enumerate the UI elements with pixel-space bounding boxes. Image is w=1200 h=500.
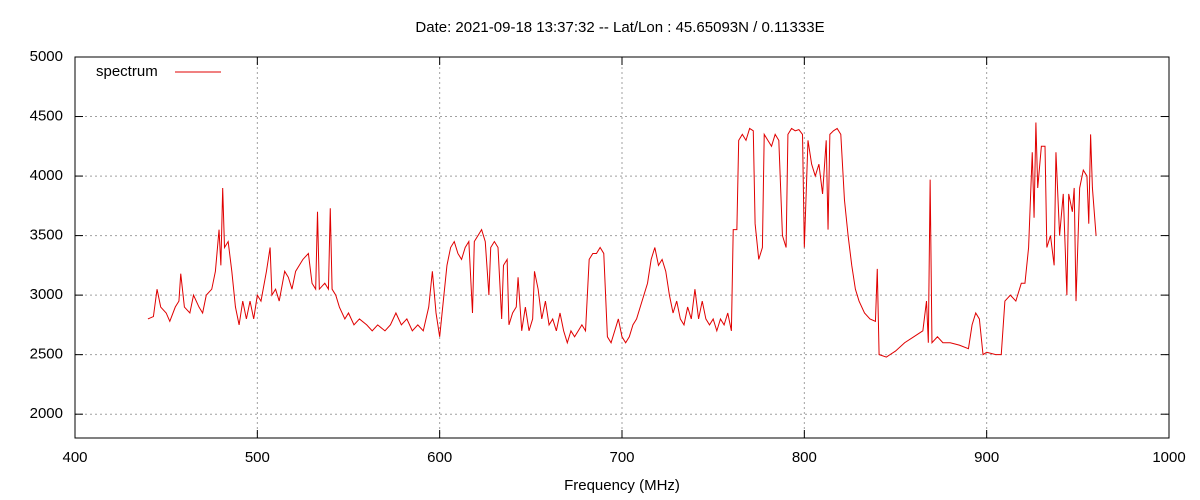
chart-title: Date: 2021-09-18 13:37:32 -- Lat/Lon : 4… (415, 19, 824, 36)
x-tick-label: 800 (792, 449, 817, 466)
plot-border (74, 56, 1170, 439)
x-tick-label: 1000 (1152, 449, 1185, 466)
y-tick-label: 2000 (30, 405, 63, 422)
x-tick-label: 700 (609, 449, 634, 466)
y-tick-label: 4500 (30, 108, 63, 125)
y-tick-label: 4000 (30, 167, 63, 184)
x-tick-label: 400 (62, 449, 87, 466)
y-tick-label: 3000 (30, 286, 63, 303)
y-tick-label: 3500 (30, 227, 63, 244)
series-line (147, 122, 1097, 358)
y-tick-label: 2500 (30, 346, 63, 363)
x-axis-label: Frequency (MHz) (564, 477, 680, 494)
legend-label: spectrum (96, 63, 158, 80)
y-tick-label: 5000 (30, 48, 63, 65)
x-tick-label: 600 (427, 449, 452, 466)
x-tick-label: 500 (245, 449, 270, 466)
x-tick-label: 900 (974, 449, 999, 466)
